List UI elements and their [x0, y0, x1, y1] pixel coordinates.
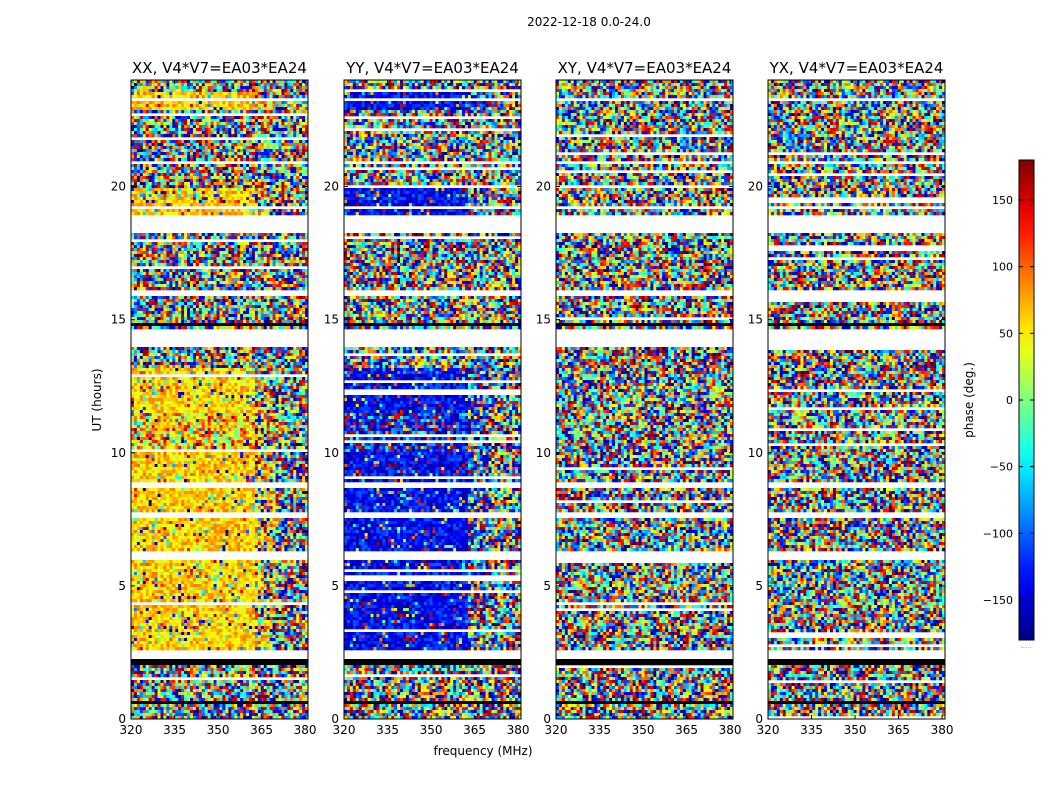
- x-tick-label: 380: [719, 723, 742, 737]
- colorbar-tick-label: −100: [983, 527, 1013, 540]
- y-tick-label: 20: [748, 180, 763, 194]
- x-tick-label: 365: [675, 723, 698, 737]
- x-tick-label: 380: [294, 723, 317, 737]
- y-tick-label: 0: [118, 712, 126, 726]
- y-tick-label: 20: [111, 180, 126, 194]
- x-tick-label: 350: [632, 723, 655, 737]
- y-tick-label: 10: [324, 446, 339, 460]
- x-tick-label: 335: [588, 723, 611, 737]
- panel-title: YX, V4*V7=EA03*EA24: [769, 59, 944, 77]
- y-axis-label: UT (hours): [90, 368, 104, 431]
- x-tick-label: 335: [376, 723, 399, 737]
- y-tick-label: 15: [748, 313, 763, 327]
- panel-frame: [767, 79, 946, 720]
- y-tick-label: 0: [543, 712, 551, 726]
- heatmap-panel-4: YX, V4*V7=EA03*EA24 320 335 350 365 380 0 5 10 15…: [748, 59, 954, 737]
- y-tick-label: 10: [748, 446, 763, 460]
- x-tick-label: 380: [931, 723, 954, 737]
- y-tick-label: 15: [324, 313, 339, 327]
- heatmap-panel-2: YY, V4*V7=EA03*EA24 320 335 350 365 380 0 5 10 15…: [324, 59, 530, 737]
- colorbar-footer: .....: [1020, 642, 1031, 650]
- x-tick-label: 365: [887, 723, 910, 737]
- x-tick-label: 320: [757, 723, 780, 737]
- colorbar: 150 100 50 0 −50 −100 −150: [983, 159, 1035, 641]
- y-tick-label: 0: [331, 712, 339, 726]
- y-tick-label: 10: [111, 446, 126, 460]
- x-tick-label: 350: [844, 723, 867, 737]
- colorbar-tick-label: −50: [990, 461, 1013, 474]
- x-tick-label: 350: [420, 723, 443, 737]
- x-tick-label: 320: [333, 723, 356, 737]
- x-axis-label: frequency (MHz): [433, 744, 532, 758]
- panels: XX, V4*V7=EA03*EA24 320 335 350 365 380 0 5 10 15…: [111, 59, 954, 737]
- panel-title: YY, V4*V7=EA03*EA24: [345, 59, 519, 77]
- y-tick-label: 5: [755, 579, 763, 593]
- y-tick-label: 20: [324, 180, 339, 194]
- colorbar-tick-label: −150: [983, 594, 1013, 607]
- x-tick-label: 335: [163, 723, 186, 737]
- colorbar-tick-label: 50: [999, 327, 1013, 340]
- y-tick-label: 5: [331, 579, 339, 593]
- y-tick-label: 5: [543, 579, 551, 593]
- panel-frame: [130, 79, 309, 720]
- heatmap-panel-1: XX, V4*V7=EA03*EA24 320 335 350 365 380 0 5 10 15…: [111, 59, 317, 737]
- colorbar-tick-label: 100: [992, 261, 1013, 274]
- x-tick-label: 320: [545, 723, 568, 737]
- x-tick-label: 365: [250, 723, 273, 737]
- panel-frame: [343, 79, 522, 720]
- panel-title: XX, V4*V7=EA03*EA24: [132, 59, 307, 77]
- y-tick-label: 10: [536, 446, 551, 460]
- colorbar-tick-label: 150: [992, 194, 1013, 207]
- colorbar-label: phase (deg.): [962, 362, 976, 438]
- y-tick-label: 20: [536, 180, 551, 194]
- y-tick-label: 5: [118, 579, 126, 593]
- y-tick-label: 15: [536, 313, 551, 327]
- x-tick-label: 380: [507, 723, 530, 737]
- x-tick-label: 350: [207, 723, 230, 737]
- panel-frame: [555, 79, 734, 720]
- y-tick-label: 15: [111, 313, 126, 327]
- panel-title: XY, V4*V7=EA03*EA24: [558, 59, 732, 77]
- figure-suptitle: 2022-12-18 0.0-24.0: [527, 15, 651, 29]
- y-tick-label: 0: [755, 712, 763, 726]
- heatmap-panel-3: XY, V4*V7=EA03*EA24 320 335 350 365 380 0 5 10 15…: [536, 59, 742, 737]
- x-tick-label: 320: [120, 723, 143, 737]
- x-tick-label: 335: [800, 723, 823, 737]
- x-tick-label: 365: [463, 723, 486, 737]
- colorbar-tick-label: 0: [1006, 394, 1013, 407]
